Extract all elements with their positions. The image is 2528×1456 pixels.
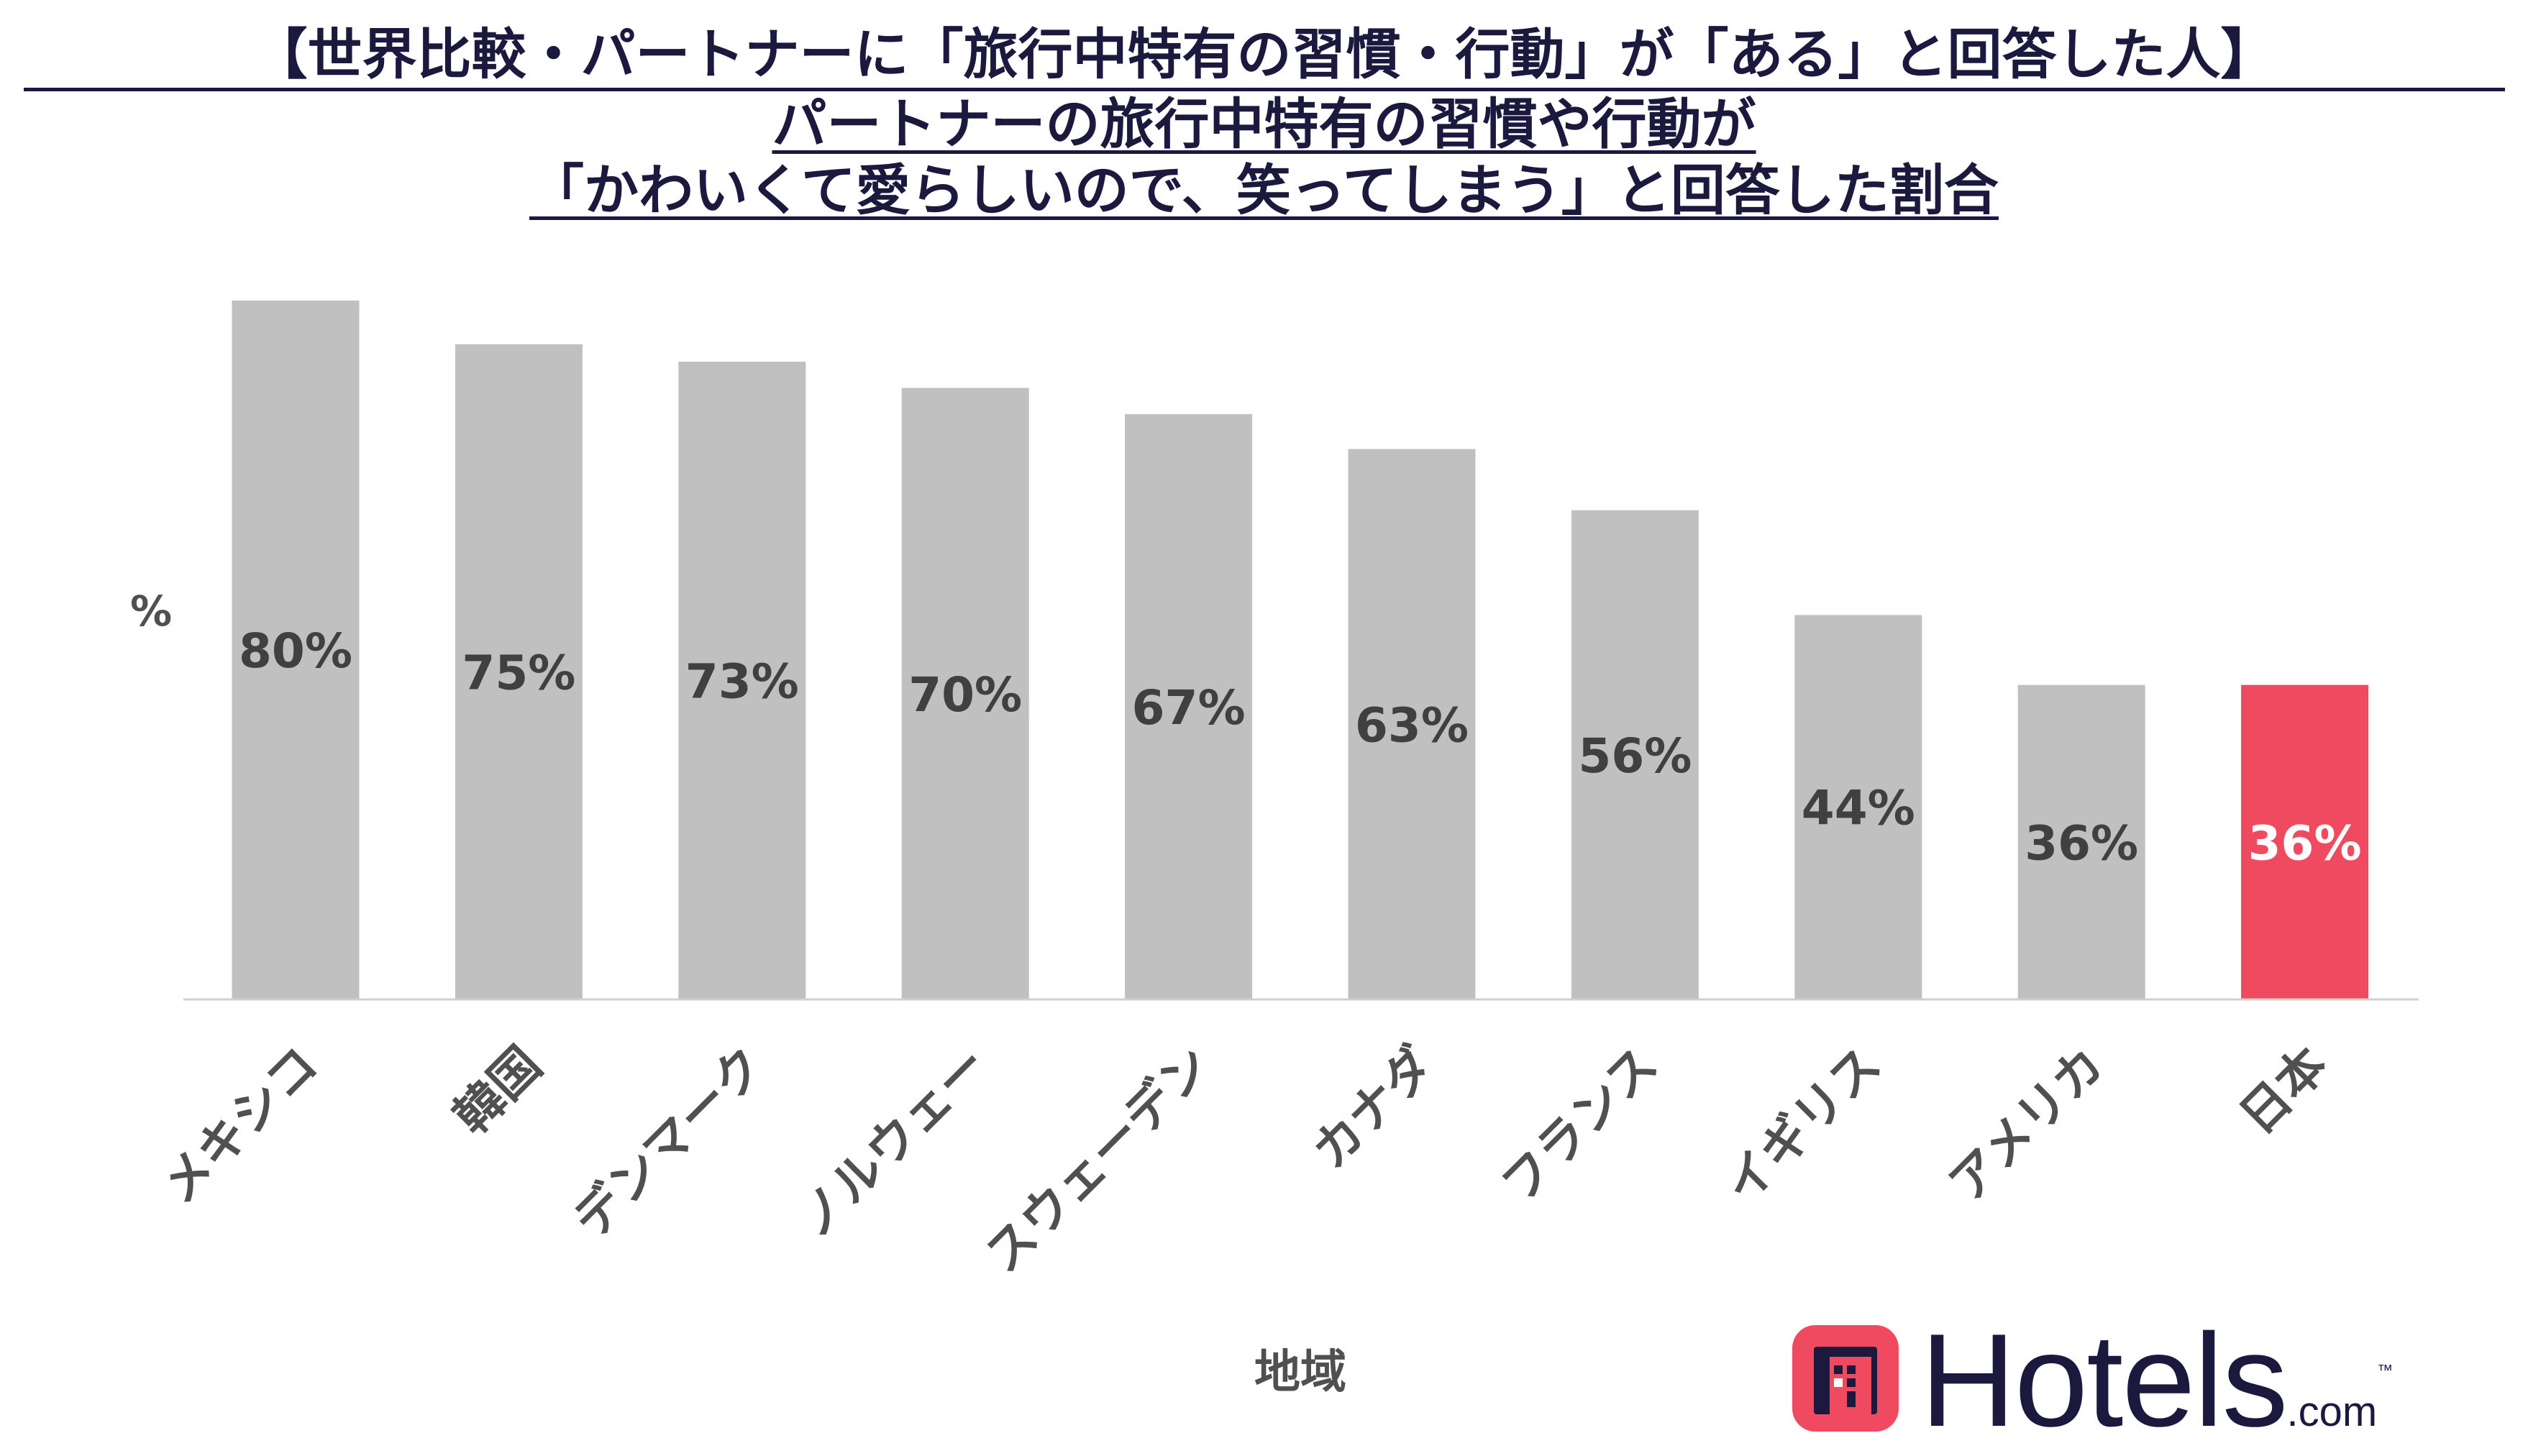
category-label-10: 日本 <box>2230 1036 2339 1145</box>
bar-4 <box>901 388 1029 999</box>
data-label-10: 36% <box>2248 815 2362 871</box>
x-axis-label: 地域 <box>1254 1346 1346 1399</box>
category-label-3: デンマーク <box>563 1036 776 1249</box>
data-label-7: 56% <box>1578 728 1692 784</box>
category-label-2: 韓国 <box>443 1036 552 1145</box>
hotels-logo-wordmark: Hotels.com ™ <box>1920 1304 2393 1456</box>
chart-title-block: 【世界比較・パートナーに「旅行中特有の習慣・行動」が「ある」と回答した人】 パー… <box>0 22 2528 224</box>
category-label-5: スウェーデン <box>975 1036 1222 1283</box>
logo-suffix: .com <box>2286 1388 2378 1435</box>
bar-7 <box>1571 510 1699 999</box>
data-label-9: 36% <box>2025 815 2138 871</box>
hotels-logo-icon <box>1792 1325 1899 1432</box>
data-label-6: 63% <box>1355 697 1469 753</box>
category-label-9: アメリカ <box>1938 1036 2115 1213</box>
data-label-3: 73% <box>685 654 799 710</box>
category-label-4: ノルウェー <box>786 1036 999 1249</box>
category-label-7: フランス <box>1491 1036 1669 1214</box>
category-label-8: イギリス <box>1714 1036 1892 1214</box>
bar-9 <box>2017 684 2145 999</box>
category-label-6: カナダ <box>1302 1036 1446 1180</box>
chart-title-line-2: パートナーの旅行中特有の習慣や行動が <box>772 92 1756 156</box>
data-label-2: 75% <box>462 645 575 700</box>
bar-8 <box>1794 615 1922 999</box>
bar-10 <box>2241 684 2369 999</box>
data-labels-group: 80% 75% 73% 70% 67% 63% 56% 44% 36% 36% <box>239 623 2362 871</box>
bar-3 <box>678 362 806 999</box>
bar-6 <box>1348 449 1476 999</box>
data-label-8: 44% <box>1802 781 1915 836</box>
chart-title-line-3: 「かわいくて愛らしいので、笑ってしまう」と回答した割合 <box>529 158 1999 222</box>
category-label-1: メキシコ <box>151 1036 329 1214</box>
logo-trademark: ™ <box>2377 1361 2393 1379</box>
bar-1 <box>232 301 360 999</box>
bar-2 <box>455 344 583 999</box>
logo-name: Hotels <box>1920 1306 2289 1454</box>
data-label-5: 67% <box>1132 680 1246 736</box>
bars-group <box>232 301 2369 999</box>
data-label-4: 70% <box>908 667 1022 723</box>
chart-title-line-1: 【世界比較・パートナーに「旅行中特有の習慣・行動」が「ある」と回答した人】 <box>23 22 2505 91</box>
data-label-1: 80% <box>239 623 352 679</box>
bar-5 <box>1125 413 1253 999</box>
y-axis-label: % <box>130 587 172 636</box>
